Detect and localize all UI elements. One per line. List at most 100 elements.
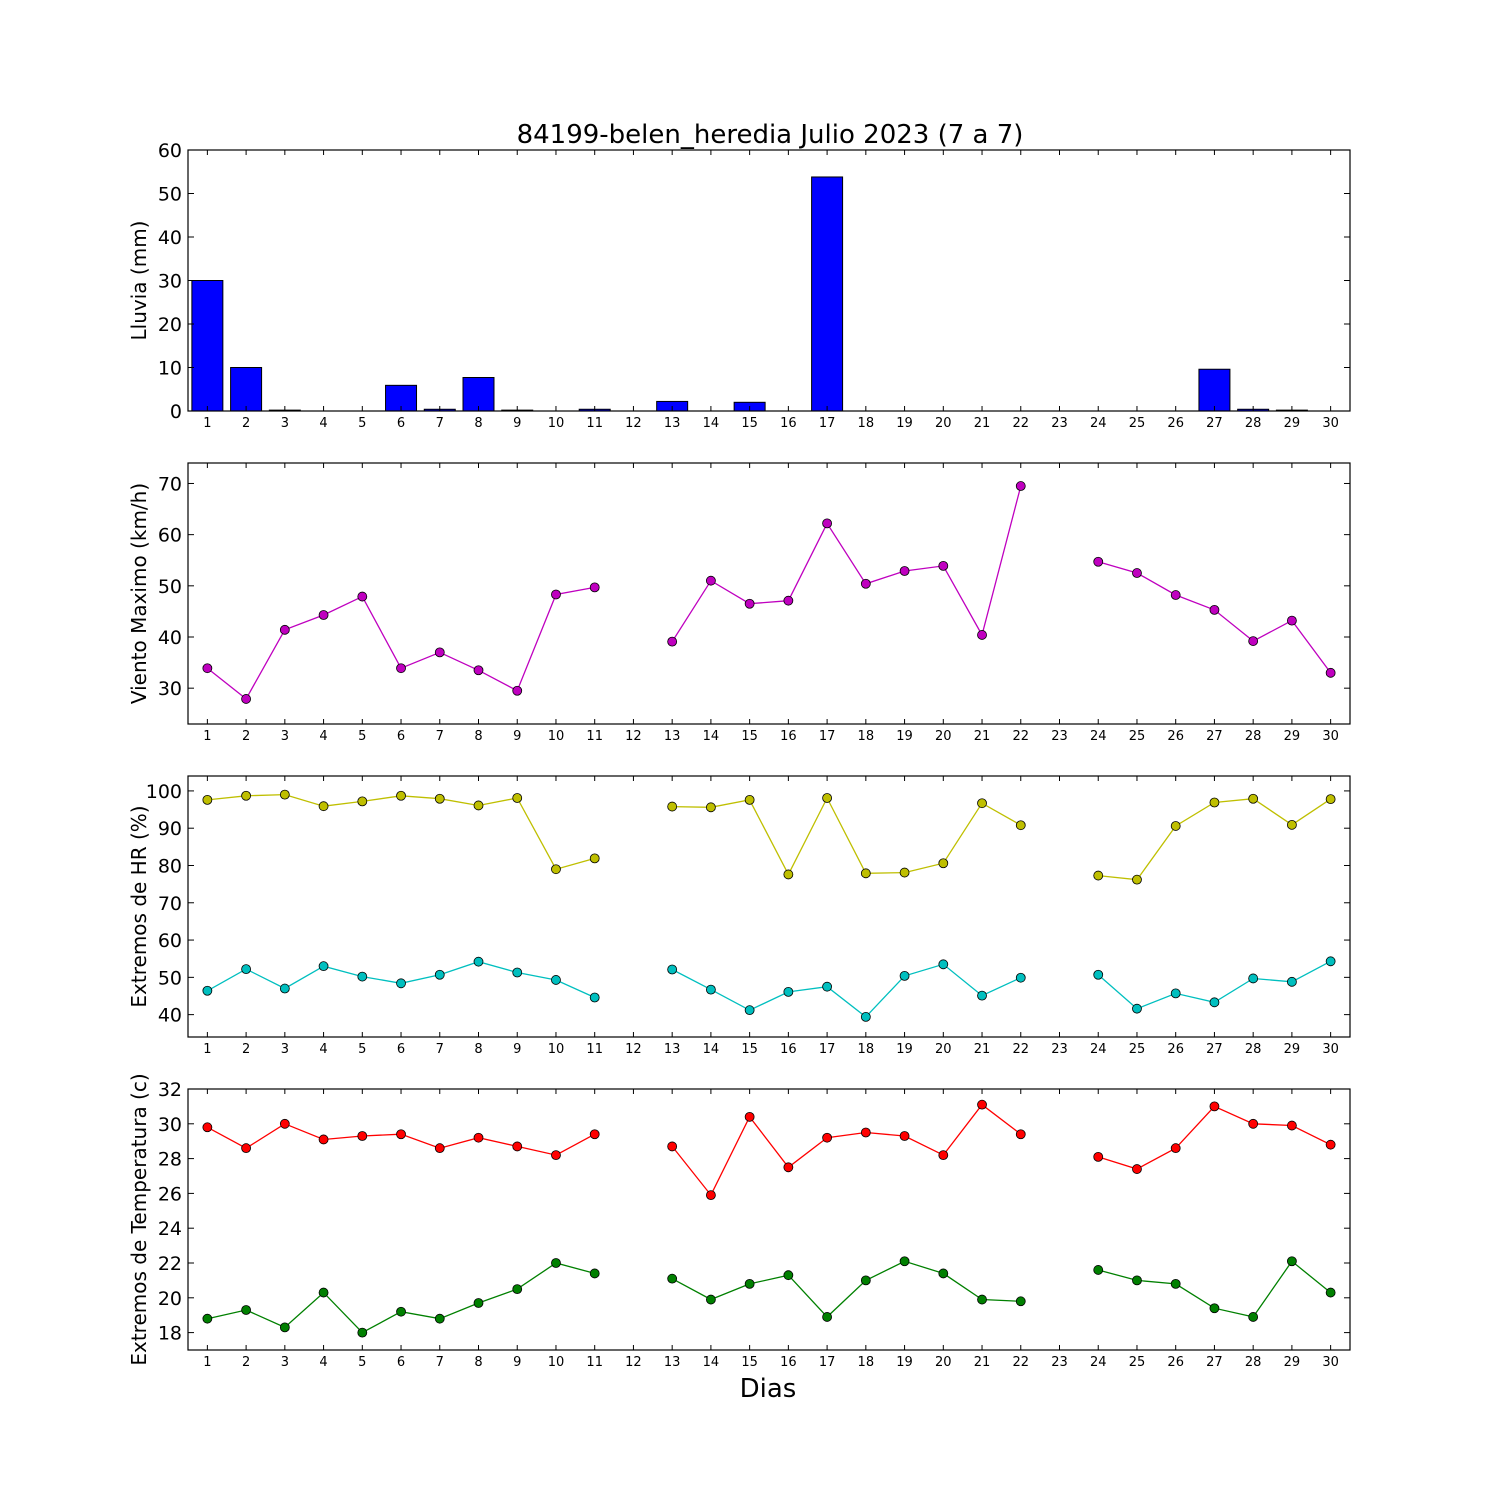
x-tick-label: 26: [1167, 416, 1184, 431]
y-tick-label: 50: [158, 184, 182, 206]
rain-bar-day-1: [191, 280, 224, 412]
series-2-point-day-8: [473, 1298, 484, 1308]
x-tick-label: 17: [819, 416, 836, 431]
y-tick-label: 50: [158, 967, 182, 989]
y-tick-label: 40: [158, 627, 182, 649]
series-2-point-day-2: [241, 964, 252, 975]
x-tick-label: 25: [1129, 1355, 1146, 1370]
series-1-point-day-18: [860, 578, 871, 589]
series-1-point-day-9: [512, 685, 523, 696]
x-tick-label: 24: [1090, 416, 1107, 431]
series-1-point-day-6: [396, 790, 406, 801]
series-1-point-day-18: [860, 1127, 871, 1138]
x-tick-label: 9: [513, 1355, 521, 1370]
x-tick-label: 1: [203, 1042, 211, 1057]
series-1-point-day-7: [434, 647, 445, 658]
series-2-point-day-4: [318, 961, 329, 972]
x-tick-label: 29: [1284, 1355, 1301, 1370]
series-1-point-day-4: [318, 801, 329, 812]
x-tick-label: 19: [896, 1042, 913, 1057]
series-1-point-day-29: [1287, 1120, 1297, 1131]
y-tick-label: 80: [158, 855, 182, 877]
x-tick-label: 13: [664, 416, 681, 431]
y-tick-label: 30: [158, 1114, 182, 1136]
series-2-point-day-25: [1132, 1275, 1142, 1286]
x-tick-label: 22: [1012, 1355, 1029, 1370]
series-2-point-day-26: [1170, 1278, 1181, 1289]
series-1-point-day-19: [899, 1131, 910, 1141]
series-2-point-day-27: [1209, 997, 1220, 1008]
rain-bar-day-17: [811, 176, 844, 412]
y-tick-label: 40: [158, 1005, 182, 1027]
x-tick-label: 7: [436, 1042, 444, 1057]
series-2-point-day-18: [860, 1275, 871, 1286]
x-tick-label: 21: [974, 416, 991, 431]
x-tick-label: 7: [436, 1355, 444, 1370]
x-tick-label: 7: [436, 729, 444, 744]
x-tick-label: 5: [358, 1355, 366, 1370]
x-tick-label: 1: [203, 1355, 211, 1370]
series-1-point-day-11: [589, 582, 600, 593]
series-1-point-day-10: [551, 589, 561, 600]
x-tick-label: 28: [1245, 416, 1262, 431]
series-1-point-day-11: [589, 853, 600, 864]
y-tick-label: 20: [158, 314, 182, 336]
series-2-point-day-7: [434, 1313, 445, 1324]
series-1-point-day-16: [783, 595, 794, 606]
series-1-point-day-15: [744, 598, 755, 609]
series-2-point-day-14: [706, 984, 716, 995]
axes-frame: [187, 462, 1351, 725]
y-tick-label: 30: [158, 678, 182, 700]
series-1-point-day-21: [977, 630, 987, 640]
rain-bar-day-8: [462, 377, 495, 412]
series-1-point-day-1: [202, 1122, 213, 1133]
series-1-point-day-22: [1015, 481, 1026, 491]
series-1-point-day-13: [667, 1141, 678, 1152]
series-1-point-day-1: [202, 794, 213, 805]
series-1-point-day-8: [473, 665, 484, 676]
x-tick-label: 5: [358, 416, 366, 431]
y-tick-label: 50: [158, 576, 182, 598]
series-1-point-day-2: [241, 1143, 252, 1154]
y-tick-label: 70: [158, 893, 182, 915]
series-2-point-day-18: [860, 1011, 871, 1022]
x-tick-label: 12: [625, 729, 642, 744]
series-1-point-day-19: [899, 867, 910, 878]
x-tick-label: 30: [1322, 1042, 1339, 1057]
x-tick-label: 26: [1167, 1042, 1184, 1057]
series-2-point-day-22: [1015, 1296, 1026, 1307]
x-tick-label: 30: [1322, 1355, 1339, 1370]
series-2-point-day-16: [783, 1270, 794, 1281]
y-tick-label: 30: [158, 271, 182, 293]
x-tick-label: 30: [1322, 729, 1339, 744]
series-2-point-day-19: [899, 1256, 910, 1267]
series-2-point-day-30: [1325, 956, 1336, 967]
x-tick-label: 14: [703, 1042, 720, 1057]
series-1-point-day-2: [241, 694, 252, 704]
series-1-point-day-27: [1209, 797, 1220, 808]
x-tick-label: 11: [586, 1355, 603, 1370]
series-1-point-day-10: [551, 1150, 561, 1161]
x-tick-label: 13: [664, 729, 681, 744]
x-tick-label: 27: [1206, 1042, 1223, 1057]
y-axis-label: Lluvia (mm): [127, 221, 151, 341]
x-tick-label: 1: [203, 416, 211, 431]
series-1-point-day-8: [473, 800, 484, 811]
x-tick-label: 22: [1012, 729, 1029, 744]
x-tick-label: 22: [1012, 416, 1029, 431]
axes-frame: [187, 1088, 1351, 1351]
series-1-point-day-27: [1209, 604, 1220, 615]
series-1-point-day-5: [357, 591, 368, 602]
series-1-point-day-20: [938, 858, 949, 869]
series-1-point-day-3: [279, 1118, 290, 1129]
series-1-line-segment-2: [671, 485, 1022, 642]
x-tick-label: 19: [896, 416, 913, 431]
y-axis-label: Viento Maximo (km/h): [127, 483, 151, 704]
x-tick-label: 26: [1167, 1355, 1184, 1370]
x-tick-label: 15: [741, 1042, 758, 1057]
rain-bar-day-2: [230, 367, 263, 412]
y-tick-label: 60: [158, 930, 182, 952]
series-1-point-day-15: [744, 1111, 755, 1122]
series-1-point-day-18: [860, 868, 871, 879]
